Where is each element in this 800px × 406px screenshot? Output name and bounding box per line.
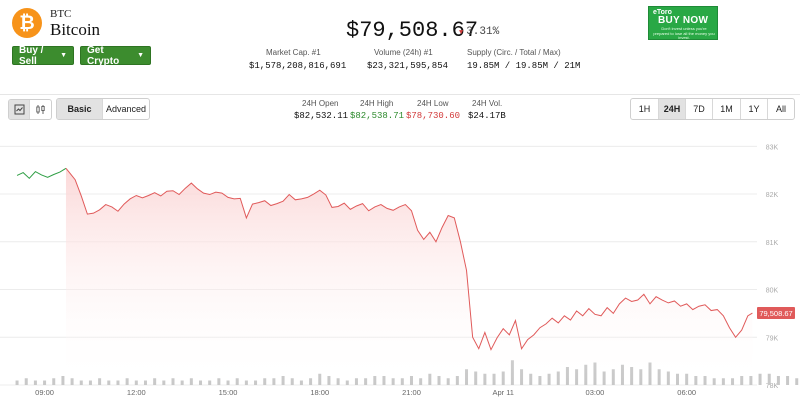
x-tick-label: 18:00	[310, 388, 329, 397]
volume-bar	[795, 378, 799, 385]
low-label: 24H Low	[417, 99, 449, 108]
price-area-fill	[65, 168, 753, 385]
volume-bar	[767, 373, 771, 385]
x-tick-label: 12:00	[127, 388, 146, 397]
high-label: 24H High	[360, 99, 394, 108]
range-1m-button[interactable]: 1M	[713, 99, 741, 119]
market-cap-value: $1,578,208,816,691	[249, 61, 347, 71]
price-line-up	[16, 167, 67, 180]
volume-bar	[52, 378, 56, 385]
ad-buy-now: BUY NOW	[658, 15, 709, 26]
open-value: $82,532.11	[294, 111, 349, 121]
range-selector: 1H 24H 7D 1M 1Y All	[630, 98, 795, 120]
mode-basic-tab[interactable]: Basic	[57, 99, 103, 119]
arrow-down-icon: ▼	[459, 29, 464, 37]
range-7d-button[interactable]: 7D	[686, 99, 713, 119]
get-crypto-button[interactable]: Get Crypto ▼	[80, 44, 151, 67]
supply-label: Supply (Circ. / Total / Max)	[467, 48, 561, 57]
market-cap-label: Market Cap. #1	[266, 48, 321, 57]
candlestick-icon[interactable]	[9, 100, 30, 119]
chevron-down-icon: ▼	[137, 52, 144, 59]
x-tick-label: Apr 11	[492, 388, 514, 397]
volume-bar	[776, 376, 780, 385]
price-line-down	[65, 167, 753, 351]
high-value: $82,538.71	[350, 111, 405, 121]
volume-value: $23,321,595,854	[367, 61, 449, 71]
coin-ticker: BTC	[50, 8, 72, 20]
volume-label: Volume (24h) #1	[374, 48, 433, 57]
volume-bar	[61, 376, 65, 385]
price-change-value: 3.31%	[466, 26, 500, 38]
mode-toggle: Basic Advanced	[56, 98, 150, 120]
volume-bar	[33, 380, 37, 385]
y-tick-label: 81K	[766, 240, 779, 247]
low-value: $78,730.60	[406, 111, 461, 121]
buy-sell-label: Buy / Sell	[19, 44, 44, 67]
last-price-tag	[757, 307, 795, 320]
open-label: 24H Open	[302, 99, 339, 108]
get-crypto-label: Get Crypto	[87, 44, 120, 67]
chart-type-toggle	[8, 99, 52, 120]
price-chart[interactable]: 83K 82K 81K 80K 79K 78K 79,508.67 09:00 12:00 15:…	[0, 128, 800, 406]
etoro-ad-banner[interactable]: eToro BUY NOW Don't invest unless you're…	[648, 6, 718, 40]
ad-logo: eToro	[653, 9, 672, 16]
volume-bar	[758, 373, 762, 385]
bitcoin-icon: ₿	[12, 8, 42, 38]
x-tick-label: 09:00	[35, 388, 54, 397]
y-tick-label: 83K	[766, 144, 779, 151]
mode-advanced-tab[interactable]: Advanced	[105, 104, 147, 114]
range-24h-button[interactable]: 24H	[659, 99, 686, 119]
range-all-button[interactable]: All	[775, 104, 786, 114]
x-tick-label: 06:00	[677, 388, 696, 397]
y-tick-label: 78K	[766, 383, 779, 390]
x-tick-label: 15:00	[219, 388, 238, 397]
x-tick-label: 21:00	[402, 388, 421, 397]
volume-bar	[43, 380, 47, 385]
y-tick-label: 79K	[766, 335, 779, 342]
supply-value: 19.85M / 19.85M / 21M	[467, 61, 581, 71]
coin-name: Bitcoin	[50, 20, 101, 39]
line-chart-icon[interactable]	[30, 100, 51, 119]
buy-sell-button[interactable]: Buy / Sell ▼	[12, 44, 74, 67]
last-price-label: 79,508.67	[759, 309, 792, 318]
volume-bar	[24, 378, 28, 385]
volume-bar	[786, 376, 790, 385]
volume-24h-label: 24H Vol.	[472, 99, 503, 108]
range-1y-button[interactable]: 1Y	[741, 99, 768, 119]
y-tick-label: 82K	[766, 192, 779, 199]
x-tick-label: 03:00	[586, 388, 605, 397]
y-tick-label: 80K	[766, 288, 779, 295]
chevron-down-icon: ▼	[60, 52, 67, 59]
price-change: ▼ 3.31%	[459, 26, 499, 38]
ad-disclaimer: Don't invest unless you're prepared to l…	[653, 26, 715, 40]
volume-24h-value: $24.17B	[468, 111, 506, 121]
current-price: $79,508.67	[346, 18, 479, 43]
range-1h-button[interactable]: 1H	[631, 99, 659, 119]
divider	[0, 94, 800, 95]
volume-bar	[15, 380, 19, 385]
